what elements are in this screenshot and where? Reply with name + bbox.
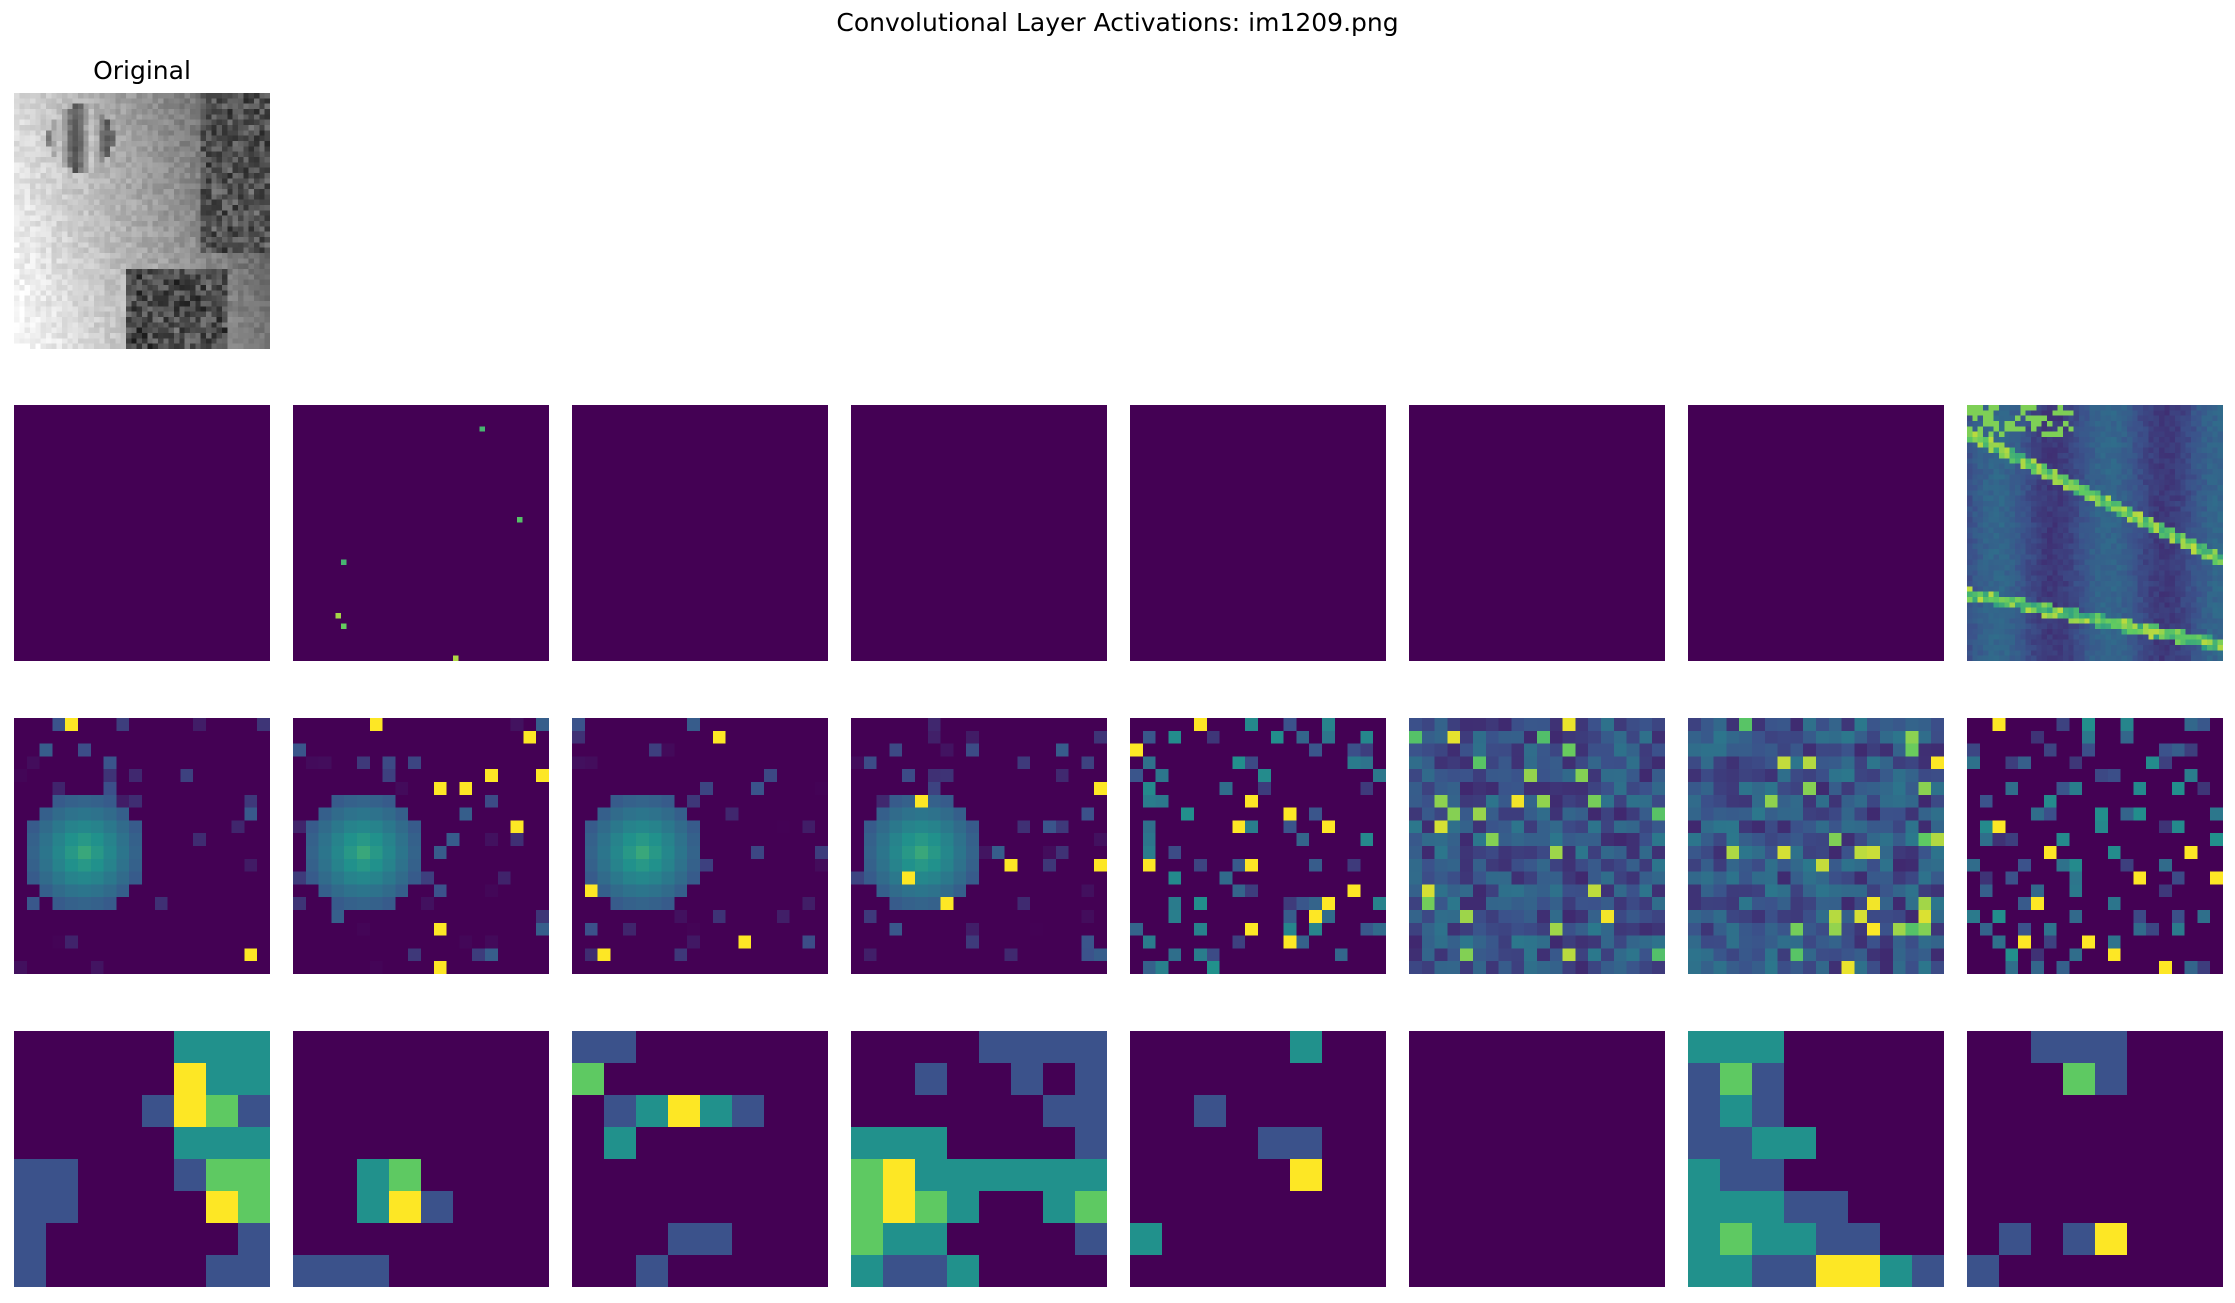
figure-title: Convolutional Layer Activations: im1209.… (836, 8, 1399, 37)
layer-1-map-6 (1409, 405, 1665, 661)
layer-2-map-4-canvas (851, 718, 1107, 974)
layer-2-map-8 (1967, 718, 2223, 974)
layer-1-map-6-canvas (1409, 405, 1665, 661)
layer-1-map-2 (293, 405, 549, 661)
layer-2-map-2 (293, 718, 549, 974)
layer-1-map-8-canvas (1967, 405, 2223, 661)
layer-3-map-1 (14, 1031, 270, 1287)
layer-2-map-1 (14, 718, 270, 974)
layer-2-map-6-canvas (1409, 718, 1665, 974)
layer-2-map-7-canvas (1688, 718, 1944, 974)
layer-3-map-5 (1130, 1031, 1386, 1287)
layer-3-map-4 (851, 1031, 1107, 1287)
layer-2-map-5-canvas (1130, 718, 1386, 974)
layer-3-map-5-canvas (1130, 1031, 1386, 1287)
layer-1-map-1 (14, 405, 270, 661)
layer-1-map-8 (1967, 405, 2223, 661)
layer-3-map-8-canvas (1967, 1031, 2223, 1287)
layer-1-map-4-canvas (851, 405, 1107, 661)
layer-3-map-8 (1967, 1031, 2223, 1287)
layer-3-map-6 (1409, 1031, 1665, 1287)
layer-1-map-7 (1688, 405, 1944, 661)
layer-1-map-2-canvas (293, 405, 549, 661)
layer-2-map-8-canvas (1967, 718, 2223, 974)
layer-1-map-5 (1130, 405, 1386, 661)
layer-3-map-7 (1688, 1031, 1944, 1287)
layer-1-map-3 (572, 405, 828, 661)
layer-2-map-7 (1688, 718, 1944, 974)
original-image (14, 93, 270, 349)
layer-1-map-5-canvas (1130, 405, 1386, 661)
layer-3-map-4-canvas (851, 1031, 1107, 1287)
layer-3-map-7-canvas (1688, 1031, 1944, 1287)
layer-3-map-2 (293, 1031, 549, 1287)
layer-3-map-3-canvas (572, 1031, 828, 1287)
layer-2-map-5 (1130, 718, 1386, 974)
layer-3-map-3 (572, 1031, 828, 1287)
layer-1-map-3-canvas (572, 405, 828, 661)
layer-2-map-3-canvas (572, 718, 828, 974)
layer-2-map-4 (851, 718, 1107, 974)
original-label: Original (93, 56, 191, 85)
layer-1-map-4 (851, 405, 1107, 661)
layer-1-map-7-canvas (1688, 405, 1944, 661)
layer-2-map-6 (1409, 718, 1665, 974)
layer-3-map-1-canvas (14, 1031, 270, 1287)
layer-2-map-2-canvas (293, 718, 549, 974)
layer-2-map-3 (572, 718, 828, 974)
layer-2-map-1-canvas (14, 718, 270, 974)
layer-3-map-2-canvas (293, 1031, 549, 1287)
layer-3-map-6-canvas (1409, 1031, 1665, 1287)
original-image-canvas (14, 93, 270, 349)
layer-1-map-1-canvas (14, 405, 270, 661)
